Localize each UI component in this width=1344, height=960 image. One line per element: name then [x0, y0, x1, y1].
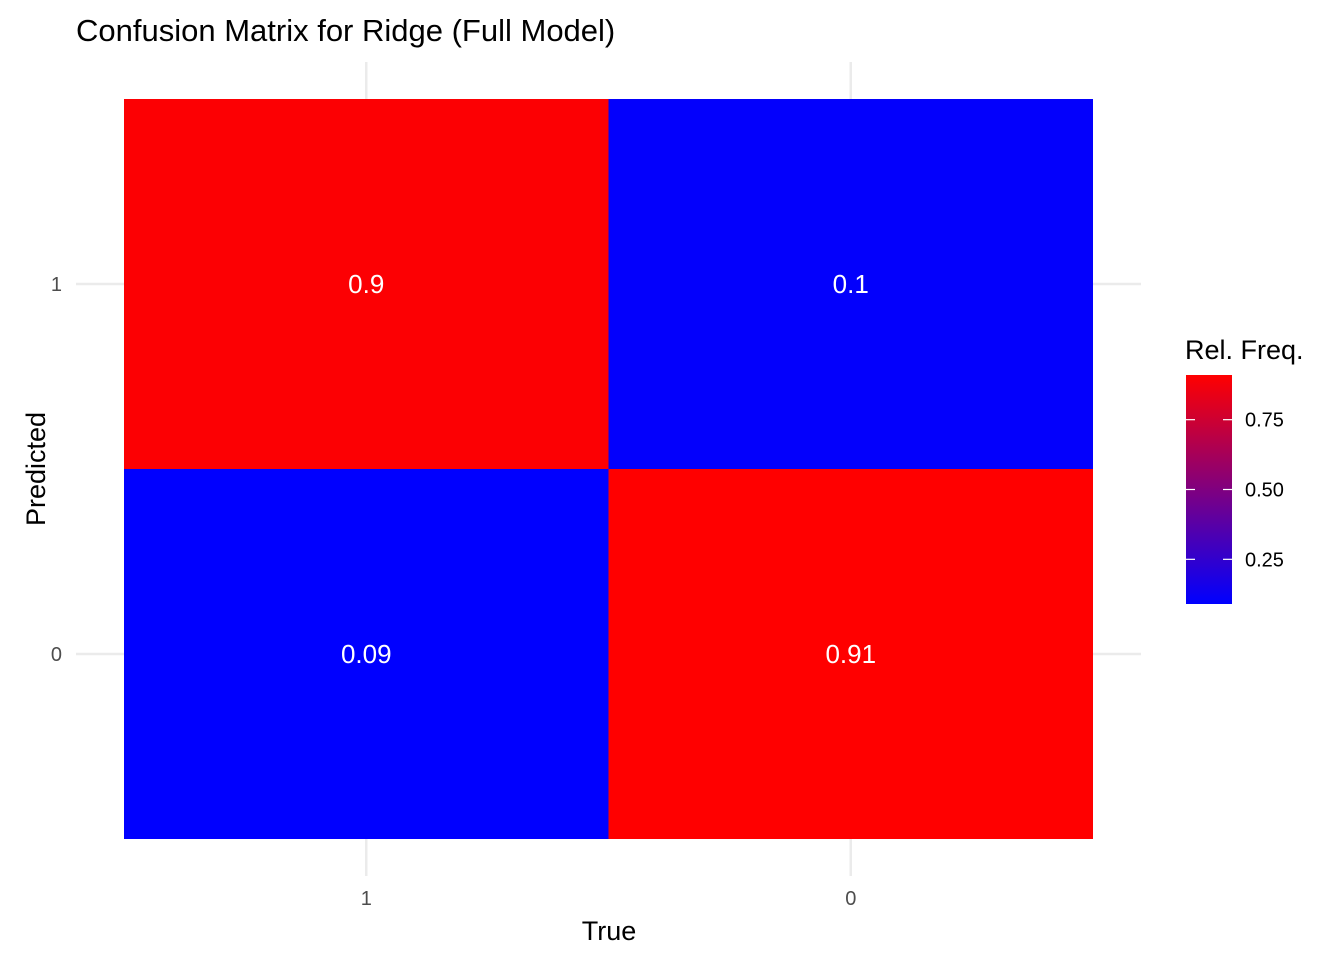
- y-axis-ticks: 10: [51, 274, 62, 666]
- heatmap-cells: [124, 99, 1093, 839]
- legend-title: Rel. Freq.: [1185, 335, 1304, 365]
- legend-ticks: 0.75 0.50 0.25: [1186, 410, 1284, 571]
- legend-tick-label: 0.50: [1245, 480, 1284, 502]
- heatmap-cell: [608, 99, 1093, 469]
- x-tick-label: 1: [361, 888, 372, 910]
- legend-tick-label: 0.25: [1245, 549, 1284, 571]
- x-tick-label: 0: [845, 888, 856, 910]
- cell-value-label: 0.1: [833, 269, 869, 299]
- x-axis-title: True: [582, 916, 637, 946]
- cell-value-label: 0.9: [348, 269, 384, 299]
- legend: Rel. Freq. 0.75 0.50 0.25: [1185, 335, 1304, 604]
- heatmap-cell: [124, 99, 609, 469]
- legend-tick-label: 0.75: [1245, 410, 1284, 432]
- y-tick-label: 0: [51, 644, 62, 666]
- cell-value-labels: 0.9 0.1 0.09 0.91: [341, 269, 876, 669]
- y-axis-title: Predicted: [21, 412, 51, 526]
- cell-value-label: 0.09: [341, 639, 392, 669]
- cell-value-label: 0.91: [825, 639, 876, 669]
- heatmap-cell: [608, 469, 1093, 839]
- chart-title: Confusion Matrix for Ridge (Full Model): [76, 13, 615, 48]
- y-tick-label: 1: [51, 274, 62, 296]
- heatmap-cell: [124, 469, 609, 839]
